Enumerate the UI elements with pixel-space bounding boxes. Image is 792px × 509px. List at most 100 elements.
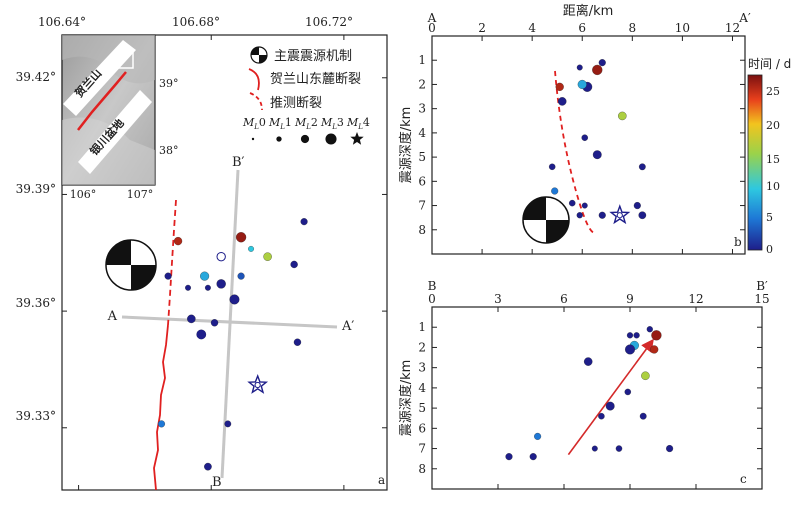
profile-event-point <box>568 199 576 207</box>
inset-fault-trace <box>77 71 127 131</box>
inferred-fault-trace <box>167 199 177 326</box>
y-tick-label: 8 <box>418 223 426 237</box>
profile-b-end-label: A′ <box>738 11 751 25</box>
inset-lon-tick: 107° <box>127 188 154 201</box>
map-legend: 主震震源机制 贺兰山东麓断裂 推测断裂 ML0 ML1 ML2 ML3 ML4 <box>242 46 370 145</box>
mag-legend-label: ML1 <box>268 116 292 131</box>
map-event-point <box>157 420 166 428</box>
mag-legend-label: ML4 <box>346 116 370 131</box>
legend-inferred-fault-line <box>249 92 263 111</box>
y-tick-label: 2 <box>418 340 426 354</box>
profile-event-point <box>581 202 588 209</box>
profile-event-point <box>666 445 674 453</box>
colorbar-tick: 20 <box>766 119 780 132</box>
map-event-point <box>200 271 210 281</box>
profile-c-events <box>505 326 674 461</box>
map-panel: 106.64° 106.68° 106.72° 39.42° 39.39° 39… <box>16 15 388 491</box>
profile-event-point <box>650 345 659 354</box>
profile-event-point <box>583 357 593 366</box>
profile-event-point <box>551 187 559 195</box>
profile-event-point <box>651 330 662 341</box>
profile-event-point <box>598 59 606 67</box>
profile-event-point <box>626 332 634 339</box>
profile-event-point <box>605 401 615 411</box>
legend-mainshock-label: 主震震源机制 <box>274 49 352 64</box>
colorbar-tick: 15 <box>766 153 780 166</box>
map-event-point <box>224 420 232 428</box>
profile-event-point <box>534 432 542 440</box>
profile-event-point <box>577 79 587 89</box>
y-tick-label: 5 <box>418 150 426 164</box>
colorbar-tick: 10 <box>766 180 780 193</box>
profile-c-start-label: B <box>428 279 437 293</box>
map-event-point <box>204 284 211 291</box>
profile-line-b <box>220 169 240 479</box>
x-tick-label: 8 <box>628 21 636 35</box>
profile-event-point <box>615 445 623 452</box>
map-event-point <box>204 462 212 471</box>
x-tick-label: 4 <box>528 21 536 35</box>
profile-event-point <box>591 445 598 452</box>
map-events <box>157 218 308 471</box>
mainshock-beachball <box>105 239 157 291</box>
x-tick-label: 2 <box>478 21 486 35</box>
colorbar-title: 时间 / d <box>748 57 791 71</box>
profile-event-point <box>625 344 635 355</box>
map-event-point <box>263 252 272 261</box>
profile-event-point <box>646 326 653 333</box>
legend-inferred-fault-label: 推测断裂 <box>270 96 322 111</box>
profile-event-point <box>624 388 632 396</box>
mag-legend-label: ML3 <box>320 116 344 131</box>
profile-event-point-star <box>609 204 631 225</box>
profile-event-point <box>576 212 583 219</box>
mag-legend-dot <box>251 137 255 141</box>
profile-event-point <box>505 453 513 461</box>
profile-event-point <box>633 332 640 339</box>
map-event-point <box>293 338 302 346</box>
map-event-point <box>237 272 245 280</box>
profile-event-point <box>638 211 647 220</box>
profile-a-end-label: A′ <box>341 319 354 334</box>
y-tick-label: 7 <box>418 199 426 213</box>
mag-legend-dot <box>300 134 310 144</box>
profile-b-beachball <box>522 196 570 244</box>
map-event-point <box>229 294 240 305</box>
x-tick-label: 6 <box>560 292 568 306</box>
x-tick-label: 0 <box>428 292 436 306</box>
inset-basin-band <box>78 90 152 174</box>
legend-beachball-icon <box>250 46 268 64</box>
profile-b-events <box>548 59 647 225</box>
magnitude-legend: ML0 ML1 ML2 ML3 ML4 <box>242 116 370 145</box>
profile-line-a <box>121 315 338 329</box>
y-tick-label: 6 <box>418 174 426 188</box>
migration-arrow <box>567 338 654 456</box>
panel-label-c: c <box>740 472 747 486</box>
mag-legend-label: ML2 <box>294 116 318 131</box>
mag-legend-label: ML0 <box>242 116 266 131</box>
profile-event-point <box>638 163 646 171</box>
lon-tick-label: 106.72° <box>305 15 353 29</box>
legend-fault-label: 贺兰山东麓断裂 <box>270 72 361 87</box>
map-event-ring <box>216 251 226 262</box>
inset-study-area-box <box>116 49 134 69</box>
legend-fault-line <box>248 68 260 91</box>
profile-c-end-label: B′ <box>756 279 768 293</box>
map-event-point <box>290 260 298 269</box>
profile-event-point <box>548 163 556 171</box>
profile-event-point <box>529 453 537 461</box>
profile-event-point <box>618 111 627 121</box>
profile-event-point <box>598 211 606 219</box>
inset-lon-tick: 106° <box>70 188 97 201</box>
profile-event-point <box>592 64 603 76</box>
panel-label-b: b <box>734 235 742 249</box>
y-tick-label: 4 <box>418 381 426 395</box>
mag-legend-dot <box>325 133 337 145</box>
profile-event-point <box>557 97 567 106</box>
map-event-point <box>164 272 172 280</box>
lon-tick-label: 106.64° <box>38 15 86 29</box>
profile-event-point <box>639 412 647 420</box>
y-tick-label: 4 <box>418 126 426 140</box>
